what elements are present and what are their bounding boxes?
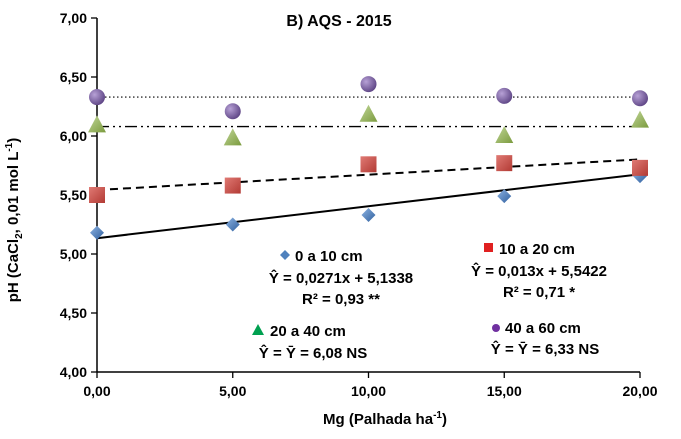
y-axis-label-c: ) (5, 138, 22, 143)
legend-20-40: 20 a 40 cm Ŷ = Ȳ = 6,08 NS (252, 323, 367, 362)
point-circle-2 (360, 76, 377, 93)
y-tick-label: 7,00 (60, 10, 87, 26)
point-circle-1 (224, 103, 241, 120)
y-tick-label: 6,00 (60, 128, 87, 144)
fit-line-0 (96, 173, 641, 240)
point-triangle-0 (88, 115, 106, 133)
y-axis-label-a: pH (CaCl (5, 239, 22, 302)
legend-square-marker (484, 243, 493, 252)
point-square-0 (89, 187, 105, 203)
equation-10-20: Ŷ = 0,013x + 5,5422 (471, 262, 607, 280)
x-axis-label: Mg (Palhada ha-1) (323, 410, 447, 428)
equation-40-60: Ŷ = Ȳ = 6,33 NS (491, 340, 599, 358)
point-square-4 (632, 159, 648, 176)
y-tick-label: 5,50 (60, 187, 87, 203)
point-circle-4 (632, 90, 648, 107)
point-diamond-3 (497, 189, 512, 204)
y-axis-label-b: , 0,01 mol L (5, 152, 22, 234)
x-tick-label: 5,00 (219, 383, 246, 399)
x-tick-label: 20,00 (622, 383, 657, 399)
axes (96, 18, 640, 373)
r2-0-10: R² = 0,93 ** (302, 291, 380, 308)
point-circle-0 (89, 89, 105, 106)
legend-label-40-60: 40 a 60 cm (505, 320, 581, 337)
y-axis-label-sub: 2 (14, 233, 25, 239)
r2-10-20: R² = 0,71 * (503, 284, 575, 301)
point-square-3 (496, 155, 513, 172)
y-axis-label: pH (CaCl2, 0,01 mol L-1) (4, 138, 25, 303)
legend-diamond-marker (280, 250, 290, 260)
x-axis-label-main: Mg (Palhada ha (323, 411, 434, 428)
ticks: 4,00 4,50 5,00 5,50 6,00 6,50 7,00 0,00 5,00 10,0… (60, 10, 658, 399)
point-diamond-0 (90, 225, 104, 240)
chart-title: B) AQS - 2015 (286, 13, 391, 30)
point-square-2 (360, 156, 377, 173)
markers (88, 76, 649, 240)
legend-label-20-40: 20 a 40 cm (270, 323, 346, 340)
point-triangle-1 (223, 128, 242, 146)
point-triangle-3 (495, 126, 514, 143)
legend-triangle-marker (252, 324, 264, 335)
legend-40-60: 40 a 60 cm Ŷ = Ȳ = 6,33 NS (491, 320, 599, 358)
point-diamond-1 (225, 217, 240, 232)
legend-label-0-10: 0 a 10 cm (295, 248, 363, 265)
point-triangle-2 (359, 104, 378, 122)
legend-0-10: 0 a 10 cm Ŷ = 0,0271x + 5,1338 R² = 0,93… (269, 248, 413, 308)
y-tick-label: 4,00 (60, 364, 87, 380)
x-tick-label: 10,00 (351, 383, 386, 399)
x-axis-label-sup: -1 (433, 410, 442, 421)
point-circle-3 (496, 87, 513, 104)
legend-10-20: 10 a 20 cm Ŷ = 0,013x + 5,5422 R² = 0,71… (471, 241, 607, 301)
x-tick-label: 15,00 (487, 383, 522, 399)
equation-0-10: Ŷ = 0,0271x + 5,1338 (269, 269, 413, 287)
equation-20-40: Ŷ = Ȳ = 6,08 NS (259, 344, 367, 362)
x-axis-label-end: ) (442, 411, 447, 428)
point-triangle-4 (631, 110, 649, 128)
y-tick-label: 5,00 (60, 246, 87, 262)
legend-circle-marker (492, 324, 500, 332)
legend-label-10-20: 10 a 20 cm (499, 241, 575, 258)
svg-text:pH (CaCl2, 0,01 mol L-1): pH (CaCl2, 0,01 mol L-1) (4, 138, 25, 303)
fit-lines (96, 96, 641, 240)
y-tick-label: 4,50 (60, 305, 87, 321)
y-axis-label-sup: -1 (4, 142, 15, 151)
y-tick-label: 6,50 (60, 69, 87, 85)
point-diamond-2 (361, 208, 376, 223)
point-square-1 (224, 177, 241, 194)
x-tick-label: 0,00 (83, 383, 110, 399)
